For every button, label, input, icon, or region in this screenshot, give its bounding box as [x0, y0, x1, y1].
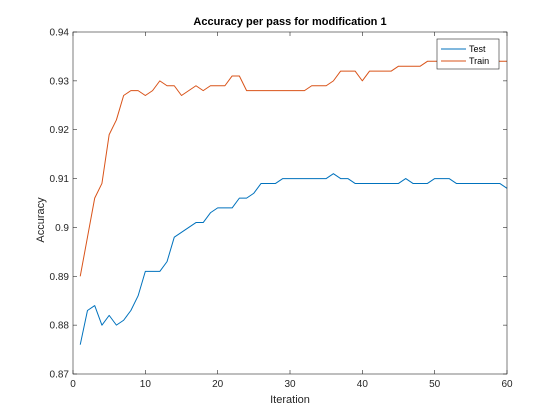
legend: Test Train: [436, 38, 500, 70]
x-tick-label: 0: [70, 379, 76, 390]
x-tick-label: 20: [212, 379, 224, 390]
y-axis-label: Accuracy: [35, 197, 47, 243]
x-tick-label: 40: [357, 379, 369, 390]
series-line-train: [79, 60, 507, 277]
y-tick-label: 0.92: [50, 125, 70, 136]
y-tick-label: 0.89: [50, 272, 70, 283]
x-tick-label: 30: [284, 379, 296, 390]
series-layer: [79, 60, 508, 345]
y-tick-label: 0.88: [50, 321, 70, 332]
x-axis-label: Iteration: [270, 394, 310, 406]
legend-label-train: Train: [469, 56, 489, 66]
y-tick-label: 0.93: [50, 76, 70, 87]
y-tick-label: 0.94: [50, 28, 70, 39]
y-tick-label: 0.9: [55, 223, 69, 234]
x-tick-label: 50: [429, 379, 441, 390]
y-tick-label: 0.91: [50, 174, 70, 185]
x-tick-label: 10: [140, 379, 152, 390]
legend-label-test: Test: [469, 44, 486, 54]
x-tick-label: 60: [501, 379, 513, 390]
legend-box: [436, 38, 500, 70]
y-tick-label: 0.87: [50, 370, 70, 381]
plot-area: [73, 32, 507, 374]
series-line-test: [79, 173, 508, 345]
chart-title: Accuracy per pass for modification 1: [193, 16, 386, 28]
ticks: 0 10 20 30 40 50 60 0.87 0.88 0.89 0.9 0.91 0.92 0.93…: [50, 28, 513, 391]
plot-background: [73, 32, 507, 374]
